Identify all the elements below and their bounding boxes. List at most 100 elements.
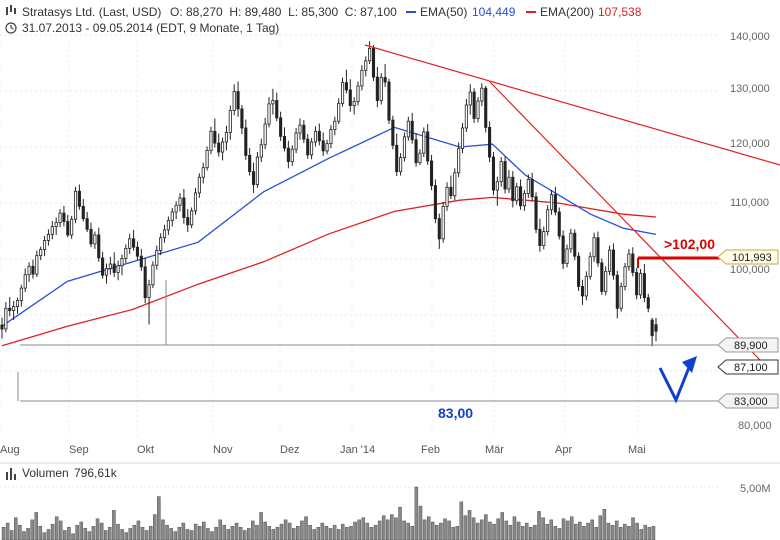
volume-bar: [369, 527, 374, 540]
candle-body: [526, 179, 530, 194]
volume-bar: [475, 522, 480, 540]
candle-body: [495, 181, 499, 191]
volume-bar: [361, 517, 365, 540]
candle-body: [584, 275, 588, 297]
volume-bar: [136, 520, 141, 540]
candle-body: [611, 249, 615, 276]
volume-bar: [520, 526, 525, 540]
candle-body: [39, 249, 43, 257]
candle-body: [457, 148, 461, 174]
candle-body: [263, 123, 267, 146]
volume-bar: [283, 519, 288, 540]
volume-bar: [537, 511, 541, 540]
candle-body: [120, 258, 124, 267]
volume-bar: [185, 529, 190, 540]
candle-body: [97, 234, 101, 259]
candle-body: [445, 186, 449, 207]
volume-bar: [38, 526, 43, 540]
volume-bar: [651, 526, 656, 540]
volume-bar: [345, 527, 349, 540]
volume-bar: [631, 517, 635, 540]
candle-body: [267, 103, 271, 125]
x-tick-label: Mai: [628, 444, 646, 456]
candle-body: [159, 237, 163, 252]
candle-body: [108, 263, 112, 269]
candle-body: [132, 238, 136, 248]
volume-bar: [459, 501, 464, 540]
candle-body: [15, 300, 20, 308]
candle-body: [12, 306, 16, 311]
volume-bar: [643, 524, 648, 540]
volume-bar: [210, 531, 214, 540]
volume-bar: [508, 524, 513, 540]
price-tag-last: 87,100: [717, 359, 779, 375]
volume-bar: [590, 519, 594, 540]
volume-bar: [173, 531, 177, 540]
candle-body: [464, 104, 468, 129]
volume-bar: [255, 524, 259, 540]
volume-bar: [26, 528, 30, 540]
volume-bar: [324, 526, 329, 540]
candle-body: [209, 130, 213, 151]
volume-bar: [1, 527, 6, 540]
candle-body: [418, 152, 422, 164]
volume-bar: [332, 524, 337, 540]
volume-bar: [108, 527, 112, 540]
volume-bar: [181, 522, 186, 540]
volume-bar: [582, 526, 586, 540]
x-tick-label: Feb: [421, 444, 440, 456]
candle-body: [333, 120, 337, 131]
volume-bar: [251, 520, 255, 540]
candle-body: [104, 268, 109, 276]
candle-body: [174, 204, 178, 213]
volume-bar: [586, 522, 590, 540]
chart-type-icon[interactable]: [6, 5, 16, 15]
x-axis: Aug Sep Okt Nov Dez Jan '14 Feb Mär Apr …: [0, 444, 646, 456]
candle-body: [197, 176, 201, 194]
arrow-head-icon: [682, 356, 697, 373]
candle-body: [360, 69, 364, 87]
volume-bar: [214, 527, 218, 540]
candle-body: [186, 217, 190, 226]
candle-body: [58, 212, 62, 224]
ema200-line: [1, 196, 657, 347]
candle-body: [128, 238, 132, 249]
rebound-arrow: [658, 364, 692, 404]
candle-body: [178, 197, 182, 206]
x-tick-label: Mär: [485, 444, 504, 456]
candle-body: [638, 273, 643, 296]
candle-body: [433, 185, 437, 220]
volume-bar: [238, 527, 243, 540]
volume-bar: [541, 517, 545, 540]
volume-bar: [443, 518, 447, 540]
volume-bar: [647, 527, 652, 540]
candle-body: [503, 161, 507, 190]
volume-bar: [116, 523, 120, 540]
volume-bar: [193, 523, 198, 540]
volume-bar: [349, 526, 353, 540]
candle-body: [35, 255, 39, 275]
chart-title: Stratasys Ltd. (Last, USD): [22, 5, 161, 19]
candle-body: [441, 205, 445, 240]
volume-bar: [533, 524, 537, 540]
y-tick-label: 100,000: [730, 264, 770, 276]
candle-body: [70, 218, 74, 236]
ohlc-readout: O: 88,270 H: 89,480 L: 85,300 C: 87,100: [170, 5, 397, 19]
candle-body: [54, 222, 58, 227]
volume-bar: [549, 519, 554, 540]
candle-body: [46, 233, 50, 241]
volume-bar: [455, 526, 459, 540]
price-tag-label: 87,100: [734, 362, 768, 374]
volume-bar: [87, 531, 92, 540]
candle-body: [101, 257, 105, 276]
volume-bar: [140, 527, 145, 540]
volume-bar: [292, 528, 296, 540]
candle-body: [364, 60, 368, 71]
volume-bar: [439, 522, 443, 540]
price-tag-83000: 83,000: [717, 393, 779, 409]
candle-body: [259, 144, 263, 158]
volume-bar: [619, 527, 623, 540]
candle-body: [182, 197, 186, 218]
